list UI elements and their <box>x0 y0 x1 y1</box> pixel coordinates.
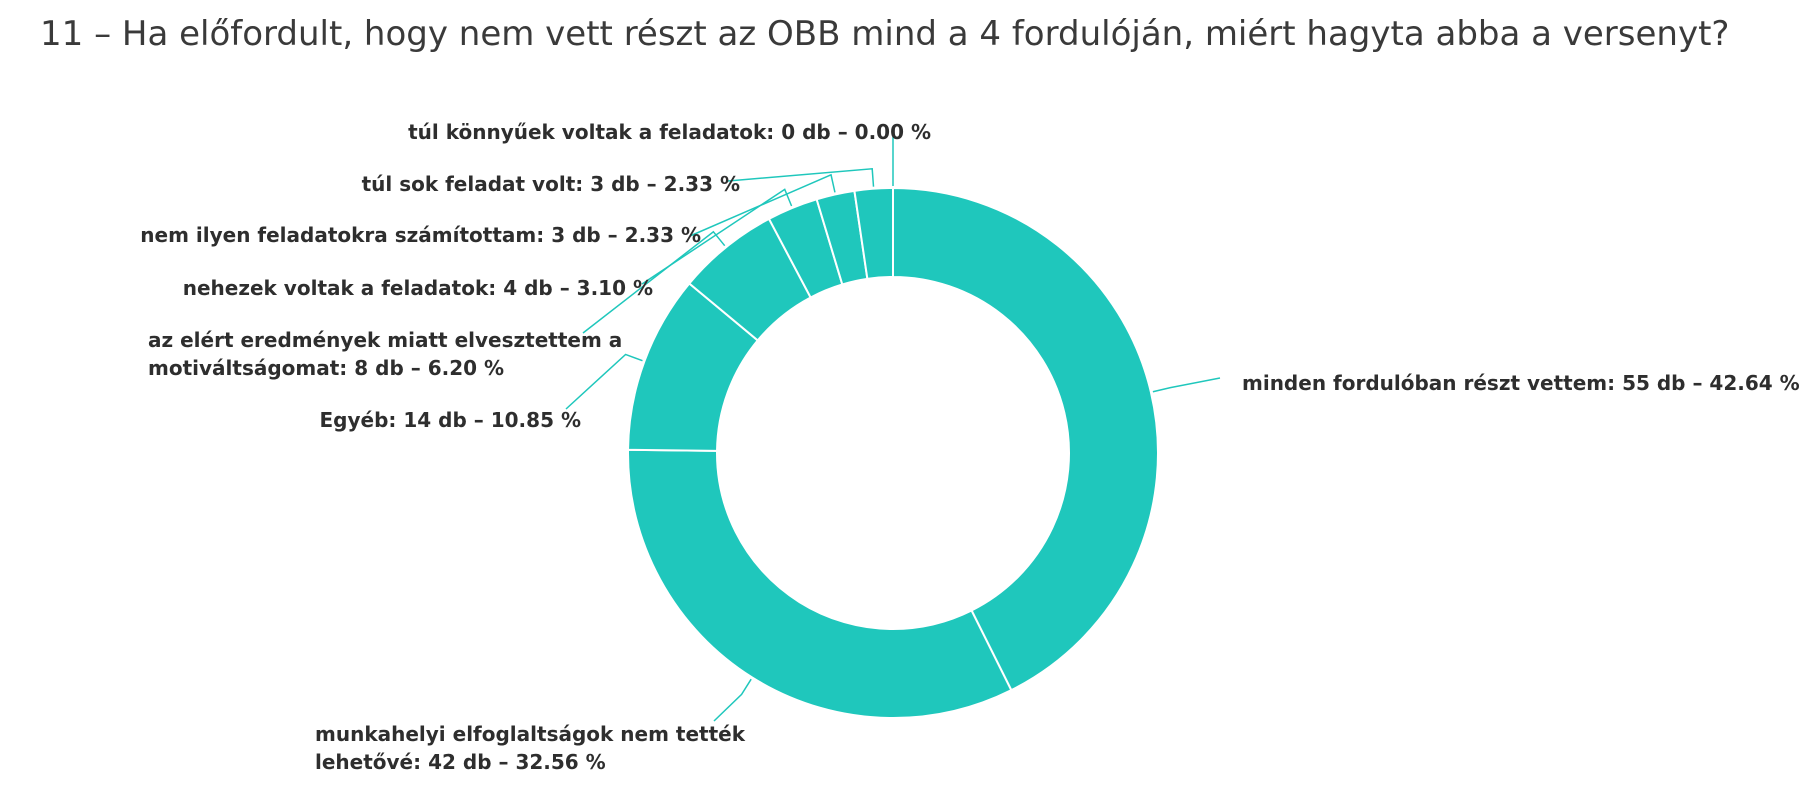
slice-label: minden fordulóban részt vettem: 55 db – … <box>1242 371 1800 395</box>
leader-line <box>1152 377 1221 393</box>
leader-line <box>565 353 643 410</box>
leader-line <box>641 188 793 285</box>
chart-title: 11 – Ha előfordult, hogy nem vett részt … <box>40 14 1730 54</box>
slice <box>892 186 1159 692</box>
slice-label: túl sok feladat volt: 3 db – 2.33 % <box>361 172 740 196</box>
slice-label: nem ilyen feladatokra számítottam: 3 db … <box>140 223 701 247</box>
slice <box>627 448 1013 719</box>
slice-label: az elért eredmények miatt elvesztettem a… <box>148 328 623 380</box>
leader-line <box>713 678 752 722</box>
leader-line <box>582 230 726 334</box>
slice-label: Egyéb: 14 db – 10.85 % <box>319 408 581 432</box>
slice-label: túl könnyűek voltak a feladatok: 0 db – … <box>408 120 931 144</box>
slice-label: nehezek voltak a feladatok: 4 db – 3.10 … <box>182 276 653 300</box>
leader-line <box>727 167 875 187</box>
leader-line <box>689 173 836 237</box>
slice-label: munkahelyi elfoglaltságok nem tették leh… <box>315 722 746 774</box>
